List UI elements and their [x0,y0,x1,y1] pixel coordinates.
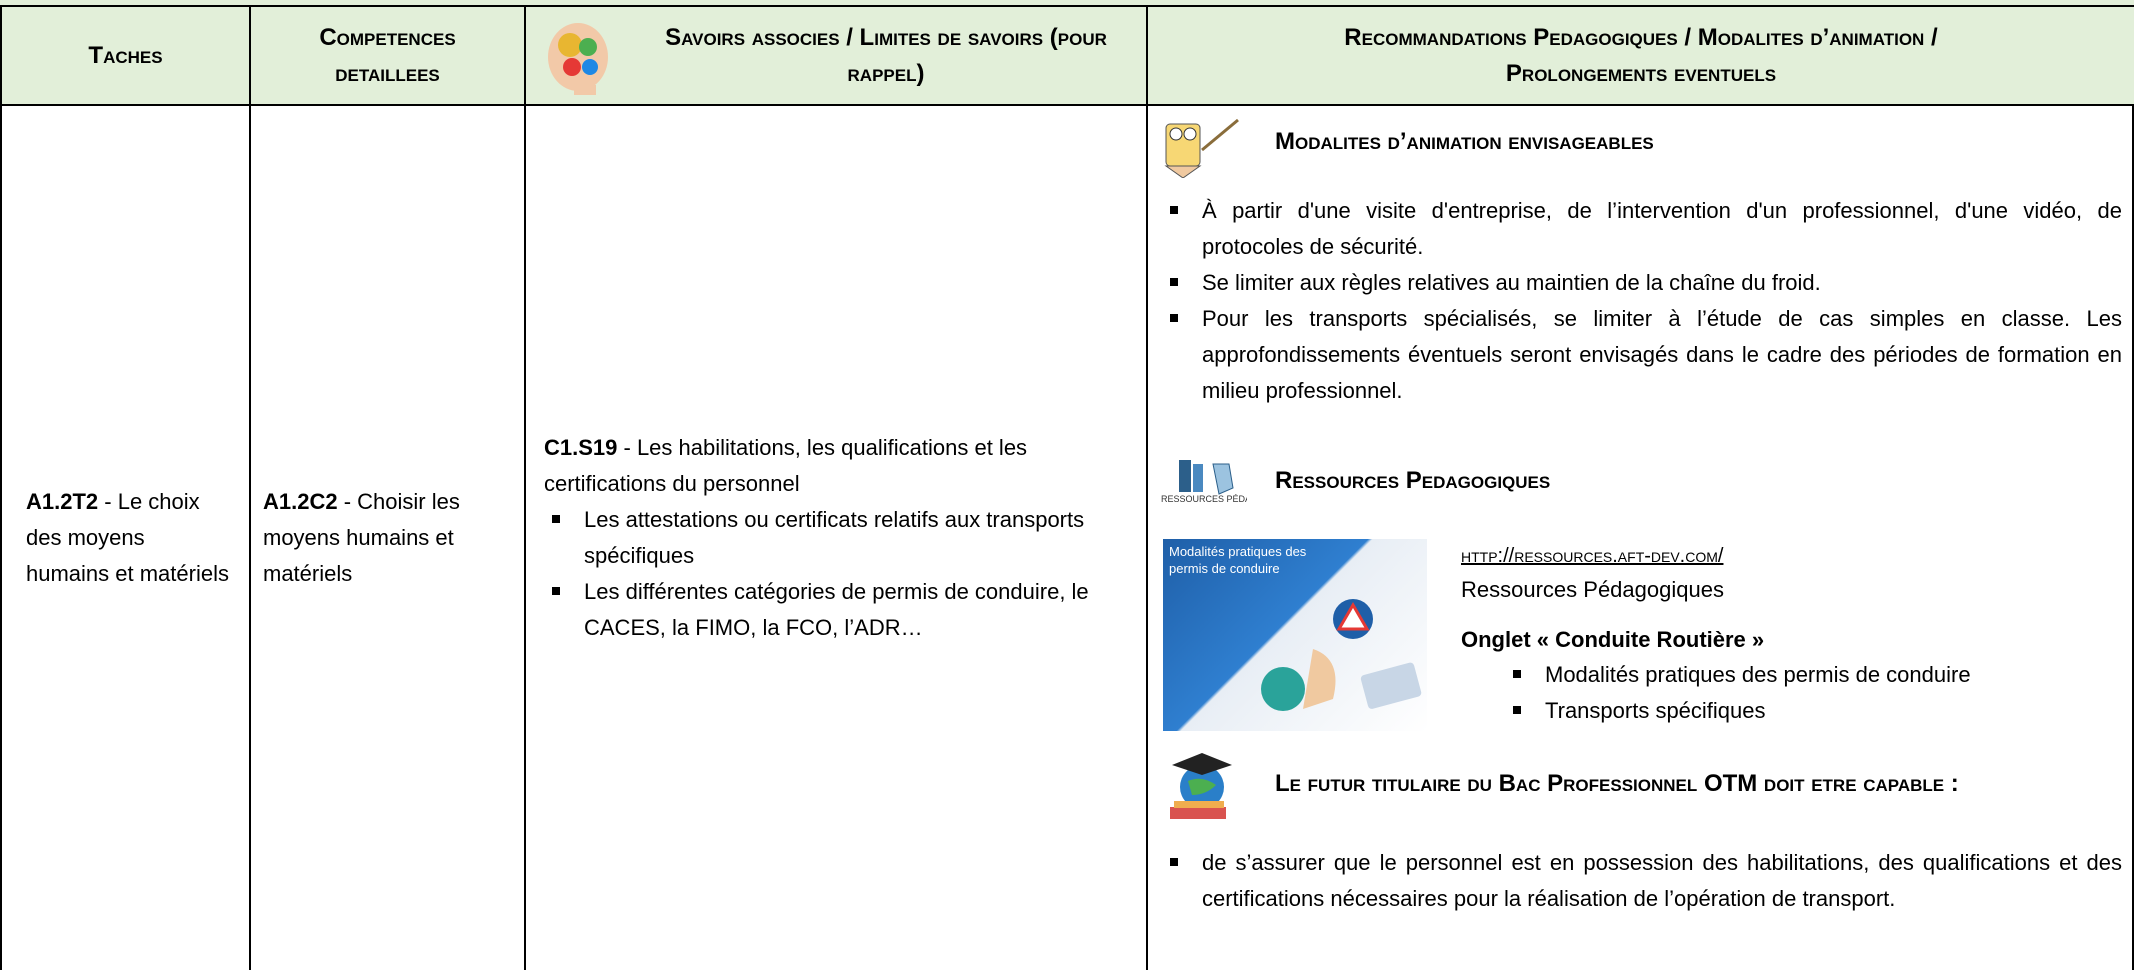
task-cell: A1.2T2 - Le choix des moyens humains et … [0,106,249,970]
modalite-item: Pour les transports spécialisés, se limi… [1162,301,2122,409]
onglet-title: Onglet « Conduite Routière » [1461,627,1765,652]
header-text: Savoirs associes / Limites de savoirs (p… [665,23,1107,87]
section-title: Modalites d’animation envisageables [1275,128,1654,155]
savoir-text: - Les habilitations, les qualifications … [544,435,1028,496]
capable-item: de s’assurer que le personnel est en pos… [1162,845,2122,917]
brochure-thumbnail: Modalités pratiques des permis de condui… [1163,539,1427,731]
header-cell: Competences detaillees [249,7,524,106]
modalite-item: Se limiter aux règles relatives au maint… [1162,265,2122,301]
section-title: Ressources Pedagogiques [1275,467,1551,494]
task-text: - Le choix des moyens humains et matérie… [26,489,229,586]
thumbnail-art [1261,599,1422,711]
ressource-item: Transports spécifiques [1505,693,1971,729]
header-cell: Taches [0,7,249,106]
thumbnail-caption: Modalités pratiques des permis de condui… [1169,544,1307,576]
task-code: A1.2T2 [26,489,99,514]
header-text: Recommandations Pedagogiques / Modalites… [1344,23,1938,87]
header-text: Competences detaillees [319,23,456,87]
top-bar [0,0,2134,7]
capable-list: de s’assurer que le personnel est en pos… [1162,845,2122,917]
savoir-code: C1.S19 [544,435,618,460]
resource-link[interactable]: http://ressources.aft-dev.com/ [1461,545,1724,567]
ressource-item: Modalités pratiques des permis de condui… [1505,657,1971,693]
modalite-item: À partir d'une visite d'entreprise, de l… [1162,193,2122,265]
ressources-icon: Ressources Pédagogiques [1161,460,1247,504]
savoir-item: Les attestations ou certificats relatifs… [544,502,1126,574]
header-cell: Recommandations Pedagogiques / Modalites… [1146,7,2134,106]
savoir-item: Les différentes catégories de permis de … [544,574,1126,646]
link-label: Ressources Pédagogiques [1461,577,1724,602]
header-text: Taches [88,41,163,69]
onglet-list: Modalités pratiques des permis de condui… [1505,657,1971,729]
head-gears-icon [548,23,608,95]
modalites-list: À partir d'une visite d'entreprise, de l… [1162,193,2122,409]
competence-code: A1.2C2 [263,489,338,514]
header-cell: Savoirs associes / Limites de savoirs (p… [524,7,1146,106]
competence-text: - Choisir les moyens humains et matériel… [263,489,460,586]
graduate-icon [1170,753,1232,819]
icon-label: Ressources Pédagogiques [1161,494,1247,504]
recommandations-cell: Modalites d’animation envisageables À pa… [1146,106,2134,970]
competence-cell: A1.2C2 - Choisir les moyens humains et m… [249,106,524,970]
ressources-text: http://ressources.aft-dev.com/ Ressource… [1461,538,1971,729]
section-title: Le futur titulaire du Bac Professionnel … [1275,770,1959,797]
savoirs-cell: C1.S19 - Les habilitations, les qualific… [524,106,1146,970]
savoir-list: Les attestations ou certificats relatifs… [544,502,1126,646]
pencil-icon [1164,118,1239,178]
